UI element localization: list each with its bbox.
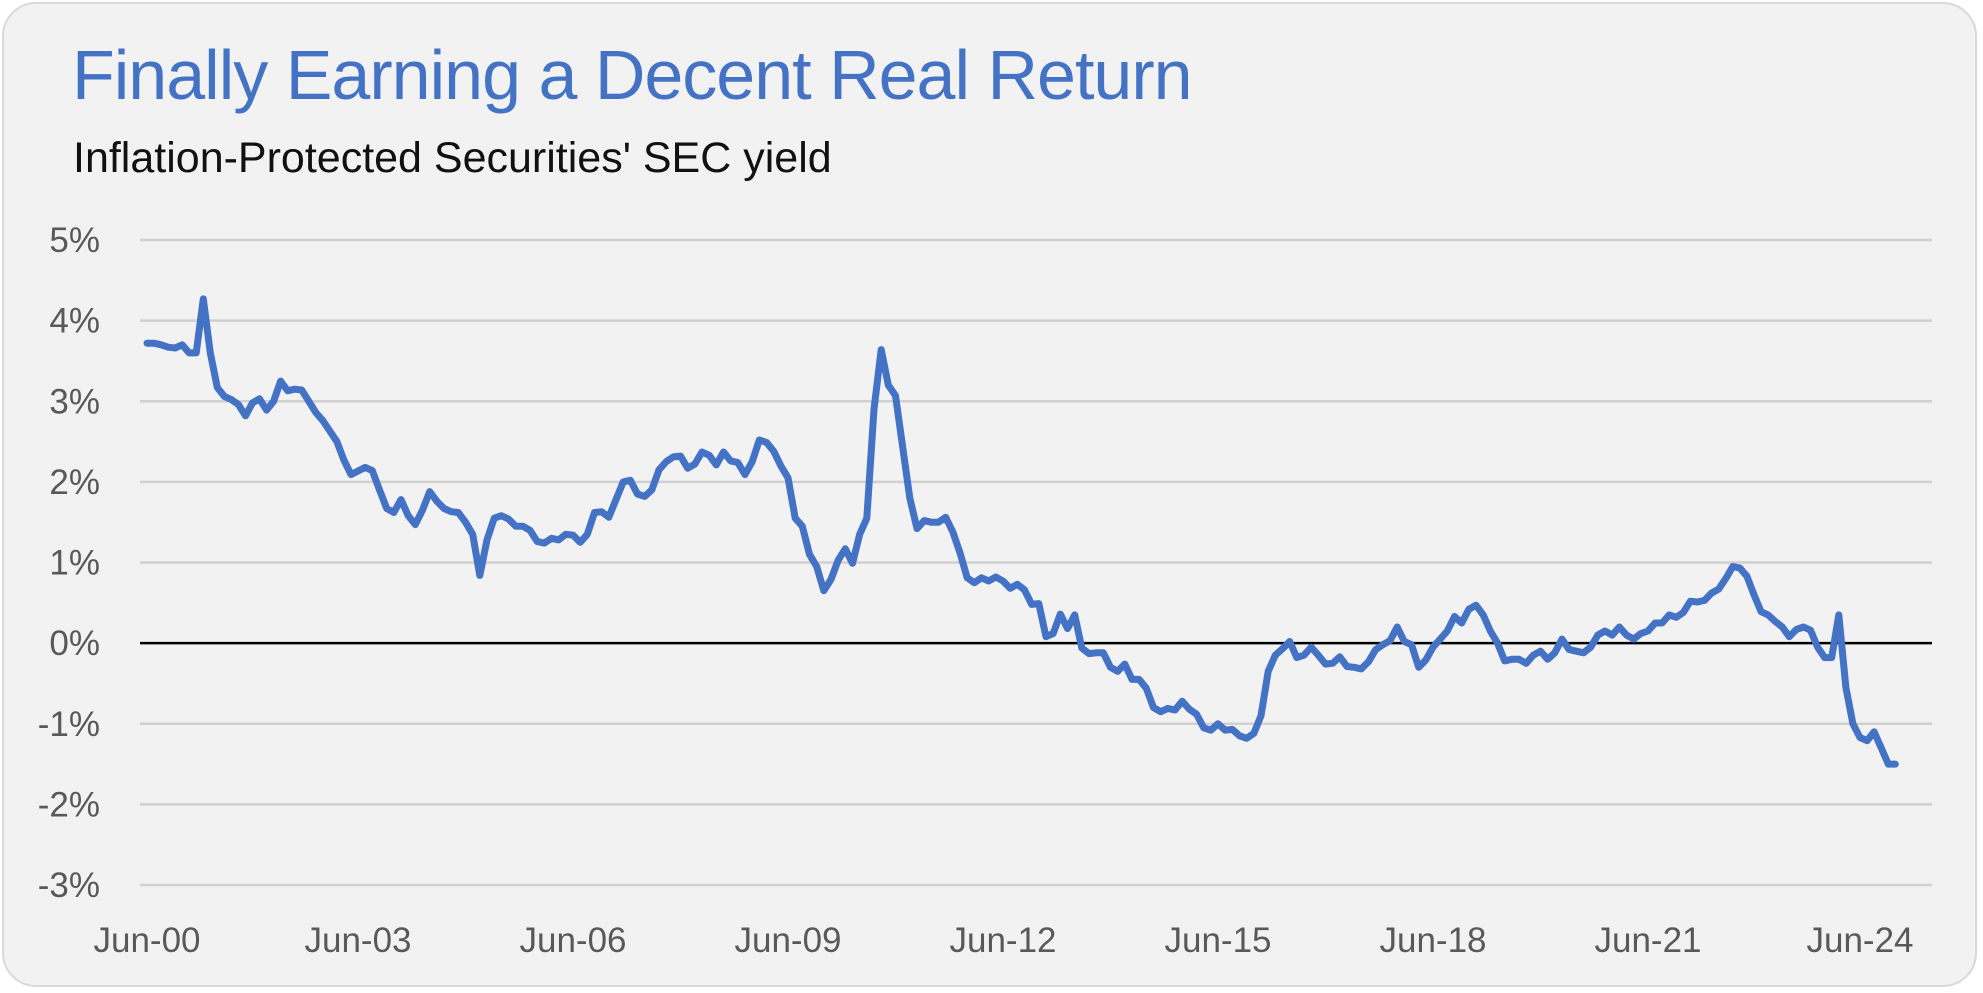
y-tick-label: -2% [38,785,100,824]
y-tick-label: -3% [38,866,100,905]
y-tick-label: 2% [49,463,100,502]
x-tick-label: Jun-21 [1594,921,1701,960]
y-tick-label: 3% [49,382,100,421]
y-axis-ticks: 5% 4% 3% 2% 1% 0% -1% -2% -3% [38,221,100,905]
chart-title: Finally Earning a Decent Real Return [72,36,1193,114]
x-tick-label: Jun-03 [304,921,411,960]
y-tick-label: 0% [49,624,100,663]
y-tick-label: 1% [49,544,100,583]
series-line [143,295,1899,768]
x-tick-label: Jun-00 [93,921,200,960]
x-tick-label: Jun-09 [734,921,841,960]
x-tick-label: Jun-24 [1806,921,1913,960]
chart-subtitle: Inflation-Protected Securities' SEC yiel… [73,134,832,182]
y-tick-label: 5% [49,221,100,260]
y-tick-label: 4% [49,302,100,341]
x-tick-label: Jun-15 [1164,921,1271,960]
x-axis-ticks: Jun-00 Jun-03 Jun-06 Jun-09 Jun-12 Jun-15 Jun-… [93,921,1913,960]
x-tick-label: Jun-06 [519,921,626,960]
x-tick-label: Jun-18 [1379,921,1486,960]
y-tick-label: -1% [38,705,100,744]
gridlines [140,238,1932,887]
x-tick-label: Jun-12 [949,921,1056,960]
